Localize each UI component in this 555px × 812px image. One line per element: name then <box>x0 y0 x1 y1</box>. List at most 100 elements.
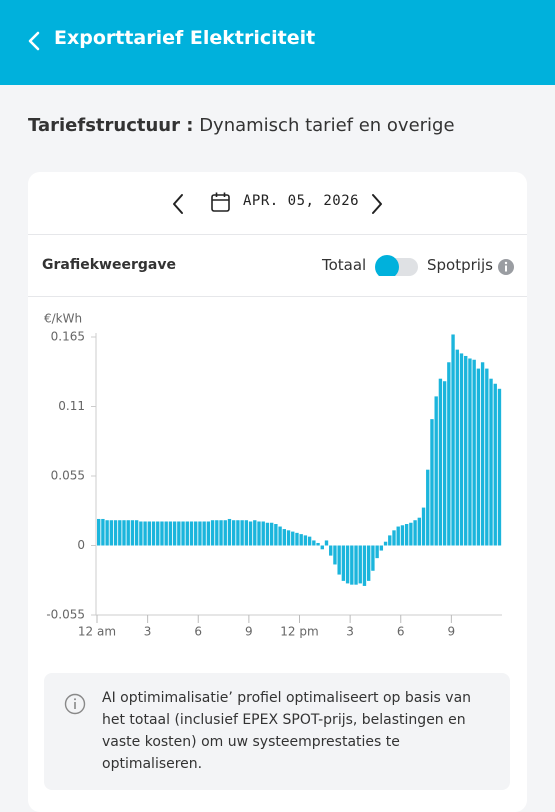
bar <box>434 396 438 546</box>
next-day[interactable] <box>370 192 384 216</box>
x-tick-label: 3 <box>346 625 354 639</box>
bar <box>113 520 118 546</box>
toggle-switch[interactable] <box>374 254 420 276</box>
bar <box>447 362 451 546</box>
bar <box>476 368 481 546</box>
bar <box>497 388 502 546</box>
bar <box>430 419 434 546</box>
calendar-icon[interactable] <box>210 191 232 213</box>
bar <box>316 542 320 546</box>
date-row: APR. 05, 2026 <box>28 172 527 235</box>
bar <box>400 525 405 546</box>
toggle-right-label: Spotprijs <box>427 256 493 274</box>
bar <box>295 532 299 546</box>
bar <box>426 469 430 546</box>
bar <box>101 518 105 546</box>
bar <box>421 507 426 546</box>
bar <box>210 520 215 546</box>
bar <box>282 529 286 546</box>
bar <box>375 545 379 559</box>
bar <box>455 349 459 546</box>
y-tick-label: -0.055 <box>46 608 85 622</box>
bar <box>181 521 185 546</box>
info-box: AI optimimalisatie’ profiel optimaliseer… <box>44 673 510 790</box>
bar <box>134 520 139 546</box>
bar <box>118 520 122 546</box>
bar <box>265 522 270 546</box>
bar <box>333 545 337 565</box>
bar <box>350 545 354 585</box>
bar <box>126 520 130 546</box>
x-tick-label: 9 <box>245 625 253 639</box>
bar <box>362 545 367 586</box>
bar <box>236 520 240 546</box>
chart: €/kWh 0.165 0.11 0.055 0 -0.055 12 am 3 6 9 12 pm… <box>44 312 502 639</box>
bar <box>341 545 346 581</box>
x-tick-label: 9 <box>448 625 456 639</box>
bar <box>451 334 455 546</box>
info-line: het totaal (inclusief EPEX SPOT-prijs, b… <box>102 712 466 728</box>
bar <box>160 521 164 546</box>
bar <box>312 540 316 546</box>
date: APR. 05, 2026 <box>243 193 360 209</box>
bar <box>307 536 312 546</box>
bar <box>489 378 493 546</box>
bar <box>320 545 324 550</box>
x-tick-label: 3 <box>144 625 152 639</box>
bar <box>156 521 160 546</box>
x-tick-label: 12 am <box>78 625 116 639</box>
bar <box>472 359 476 546</box>
bar <box>442 381 447 546</box>
bar <box>409 522 413 546</box>
bar <box>261 521 265 546</box>
bar <box>371 545 375 571</box>
bar <box>248 521 253 546</box>
bar <box>240 520 244 546</box>
bar <box>227 518 232 546</box>
bar <box>299 534 303 546</box>
info-line: optimaliseren. <box>102 756 203 772</box>
bar <box>404 524 409 546</box>
bar <box>274 524 278 546</box>
bar <box>468 358 472 546</box>
bar <box>286 530 291 546</box>
bar <box>177 521 181 546</box>
bar <box>253 520 257 546</box>
info-icon[interactable] <box>497 258 515 276</box>
bar <box>189 521 194 546</box>
bar <box>147 521 151 546</box>
bar <box>109 520 114 546</box>
bar <box>164 521 168 546</box>
bar <box>291 531 295 546</box>
y-tick-label: 0.165 <box>51 330 85 344</box>
back-button[interactable] <box>26 30 42 52</box>
info-box-icon <box>64 693 86 715</box>
bar <box>345 545 350 584</box>
bar <box>396 526 400 546</box>
y-tick-label: 0 <box>77 538 85 552</box>
bar <box>413 520 417 546</box>
bar <box>485 368 489 546</box>
bar <box>198 521 202 546</box>
view-label: Grafiekweergave <box>42 257 176 273</box>
bar <box>151 521 156 546</box>
top-bar: Exporttarief Elektriciteit <box>0 0 555 85</box>
bar <box>324 540 329 546</box>
bar <box>105 520 109 546</box>
bar <box>464 355 468 546</box>
bar <box>139 521 143 546</box>
info-line: AI optimimalisatie’ profiel optimaliseer… <box>102 690 472 706</box>
bar <box>130 520 135 546</box>
x-tick-label: 6 <box>397 625 405 639</box>
bar <box>219 520 223 546</box>
info-line: vaste kosten) om uw systeemprestaties te <box>102 734 400 750</box>
tariff-label: Tariefstructuur : <box>28 115 194 136</box>
y-tick-label: 0.11 <box>58 399 85 413</box>
tariff-value: Dynamisch tarief en overige <box>199 115 455 136</box>
bar <box>143 521 147 546</box>
bar <box>459 353 464 546</box>
y-tick-label: 0.055 <box>51 469 85 483</box>
prev-day[interactable] <box>171 192 185 216</box>
bar <box>122 520 126 546</box>
